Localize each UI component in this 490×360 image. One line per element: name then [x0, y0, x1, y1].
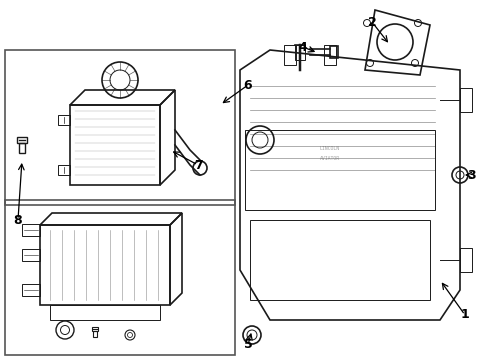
Bar — [58, 115, 70, 125]
Bar — [5, 200, 235, 355]
Bar — [5, 50, 235, 205]
Text: 5: 5 — [244, 338, 252, 351]
Bar — [250, 220, 430, 300]
Text: 1: 1 — [461, 309, 469, 321]
Bar — [460, 88, 472, 112]
Text: 4: 4 — [298, 41, 307, 54]
Bar — [22, 249, 40, 261]
Bar — [22, 224, 40, 236]
Text: 6: 6 — [244, 78, 252, 91]
Text: AVIATOR: AVIATOR — [320, 156, 340, 161]
Text: 3: 3 — [467, 168, 476, 181]
Bar — [295, 45, 305, 60]
Bar — [284, 45, 296, 65]
Bar — [460, 248, 472, 272]
Bar — [22, 284, 40, 296]
Text: 2: 2 — [368, 15, 376, 28]
Text: LINCOLN: LINCOLN — [320, 146, 340, 151]
Text: 8: 8 — [14, 213, 23, 226]
Bar — [50, 305, 160, 320]
Bar — [40, 225, 170, 305]
Bar — [58, 165, 70, 175]
Bar — [330, 46, 338, 58]
Text: 7: 7 — [194, 158, 202, 171]
Bar — [245, 130, 435, 210]
Bar — [324, 45, 336, 65]
